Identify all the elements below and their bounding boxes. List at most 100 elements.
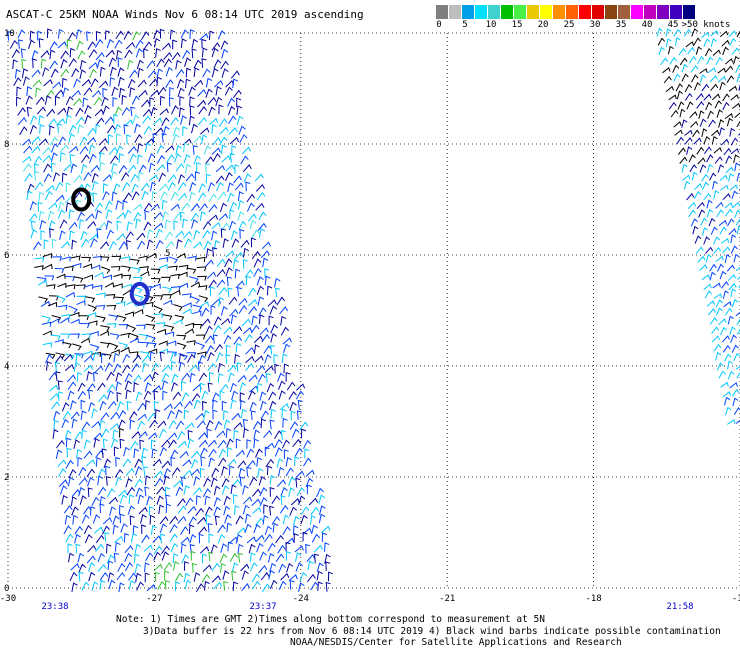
wind-barb bbox=[91, 581, 99, 591]
wind-barb bbox=[237, 191, 244, 201]
wind-barb bbox=[316, 570, 323, 581]
wind-barb bbox=[215, 96, 223, 107]
wind-barb bbox=[295, 562, 304, 572]
wind-barb bbox=[200, 456, 206, 466]
wind-barb bbox=[262, 515, 269, 525]
wind-barb bbox=[161, 439, 171, 448]
wind-barb bbox=[227, 97, 236, 107]
wind-barb bbox=[49, 60, 58, 69]
wind-barb bbox=[106, 38, 114, 49]
wind-barb bbox=[82, 263, 93, 269]
wind-barb bbox=[109, 506, 116, 516]
wind-barb bbox=[735, 266, 740, 272]
wind-barb bbox=[175, 69, 185, 78]
wind-barb bbox=[87, 312, 97, 318]
wind-barb bbox=[710, 83, 719, 91]
wind-barb bbox=[663, 75, 672, 84]
wind-barb bbox=[67, 543, 73, 554]
wind-barb bbox=[99, 419, 106, 430]
wind-barb bbox=[724, 406, 732, 416]
wind-barb bbox=[736, 120, 740, 128]
wind-barb bbox=[40, 50, 50, 58]
wind-barb bbox=[210, 544, 218, 554]
wind-barb bbox=[48, 220, 56, 230]
wind-barb bbox=[285, 537, 295, 545]
wind-barb bbox=[162, 390, 168, 401]
wind-barb bbox=[282, 417, 288, 428]
wind-barb bbox=[260, 572, 270, 581]
wind-barb bbox=[92, 192, 98, 203]
wind-barb bbox=[39, 124, 45, 134]
wind-barb bbox=[50, 162, 56, 173]
wind-barb bbox=[283, 363, 289, 374]
wind-barb bbox=[221, 485, 230, 495]
wind-barb bbox=[280, 315, 287, 326]
wind-barb bbox=[32, 79, 42, 88]
wind-barb bbox=[267, 299, 277, 307]
wind-barb bbox=[84, 114, 92, 125]
wind-barb bbox=[688, 55, 697, 64]
wind-barb bbox=[274, 447, 283, 457]
wind-barb bbox=[241, 570, 249, 580]
wind-barb bbox=[127, 145, 137, 154]
wind-barb bbox=[99, 161, 106, 172]
wind-barb bbox=[722, 93, 730, 102]
wind-barb bbox=[43, 163, 52, 173]
wind-barb bbox=[709, 263, 717, 272]
wind-barb bbox=[199, 211, 206, 221]
legend-swatch bbox=[449, 5, 462, 19]
wind-barb bbox=[76, 211, 85, 221]
lon-tick-label: -15 bbox=[732, 594, 740, 604]
wind-barb bbox=[721, 39, 730, 47]
wind-barb bbox=[60, 50, 69, 60]
wind-barb bbox=[150, 278, 161, 284]
wind-barb bbox=[235, 280, 245, 289]
wind-barb bbox=[70, 496, 77, 507]
wind-barb bbox=[74, 525, 83, 535]
wind-barb bbox=[72, 514, 79, 525]
wind-barb bbox=[183, 142, 189, 153]
wind-barb bbox=[298, 495, 306, 505]
wind-barb bbox=[159, 516, 169, 525]
wind-barb bbox=[198, 439, 208, 448]
wind-barb bbox=[248, 287, 257, 297]
wind-barb bbox=[228, 220, 237, 231]
wind-speed-color-legend bbox=[436, 5, 696, 19]
wind-barb bbox=[303, 457, 312, 467]
wind-barb bbox=[58, 391, 64, 401]
wind-barb bbox=[129, 87, 136, 97]
wind-barb bbox=[211, 575, 221, 583]
wind-barb bbox=[704, 290, 712, 299]
wind-barb bbox=[210, 477, 218, 488]
wind-barb bbox=[672, 64, 680, 73]
wind-barb bbox=[133, 553, 140, 564]
wind-barb bbox=[58, 201, 65, 212]
wind-barb bbox=[665, 28, 672, 38]
wind-barb bbox=[77, 50, 86, 60]
wind-barb bbox=[221, 68, 229, 78]
wind-barb bbox=[719, 174, 728, 181]
wind-barb bbox=[187, 430, 193, 440]
wind-barb bbox=[135, 39, 144, 49]
wind-barb bbox=[684, 137, 693, 145]
wind-barb bbox=[728, 228, 737, 235]
wind-barb bbox=[715, 255, 724, 262]
wind-barb bbox=[68, 209, 75, 219]
wind-barb bbox=[204, 506, 213, 516]
wind-barb bbox=[690, 64, 699, 73]
wind-barb bbox=[658, 46, 665, 56]
wind-barb bbox=[96, 382, 106, 391]
wind-barb bbox=[731, 47, 740, 55]
wind-barb bbox=[182, 302, 192, 308]
wind-barb bbox=[246, 459, 256, 469]
wind-barb bbox=[80, 410, 87, 420]
wind-barb bbox=[143, 374, 153, 382]
wind-barb bbox=[734, 209, 740, 219]
wind-barb bbox=[18, 39, 24, 49]
wind-barb bbox=[201, 573, 211, 583]
wind-barb bbox=[205, 173, 211, 184]
wind-barb bbox=[224, 514, 232, 524]
wind-barb bbox=[213, 485, 221, 496]
wind-barb bbox=[149, 174, 159, 182]
